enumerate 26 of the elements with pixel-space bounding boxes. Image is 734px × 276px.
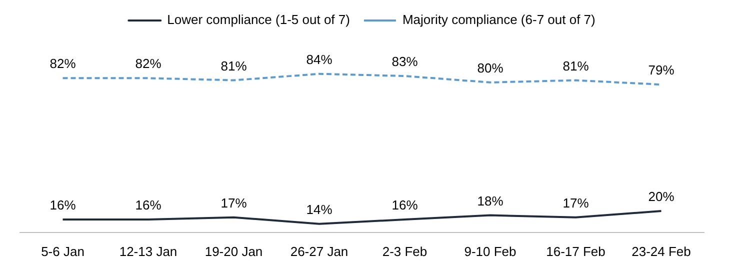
- data-label: 20%: [648, 189, 675, 204]
- data-label: 14%: [306, 202, 333, 217]
- x-tick-label: 26-27 Jan: [290, 244, 348, 259]
- data-label: 82%: [135, 56, 162, 72]
- x-tick-label: 2-3 Feb: [382, 244, 428, 259]
- data-label: 18%: [477, 193, 504, 208]
- data-label: 16%: [392, 198, 418, 213]
- data-label: 83%: [392, 54, 418, 70]
- x-tick-label: 16-17 Feb: [546, 244, 606, 259]
- data-label: 17%: [220, 195, 248, 210]
- data-label: 81%: [562, 58, 590, 74]
- data-label: 79%: [648, 62, 675, 78]
- legend-label: Lower compliance (1-5 out of 7): [167, 12, 350, 28]
- x-tick-label: 19-20 Jan: [204, 244, 263, 259]
- x-tick-label: 9-10 Feb: [464, 244, 516, 259]
- x-tick-label: 23-24 Feb: [632, 244, 691, 259]
- data-label: 16%: [135, 198, 162, 213]
- legend-label: Majority compliance (6-7 out of 7): [402, 12, 596, 28]
- x-tick-label: 5-6 Jan: [41, 244, 84, 259]
- data-label: 82%: [50, 56, 76, 72]
- x-tick-label: 12-13 Jan: [119, 244, 178, 259]
- data-label: 17%: [562, 195, 590, 210]
- data-label: 81%: [220, 58, 248, 74]
- data-label: 16%: [50, 198, 76, 213]
- data-label: 80%: [477, 60, 504, 76]
- data-label: 84%: [306, 52, 333, 67]
